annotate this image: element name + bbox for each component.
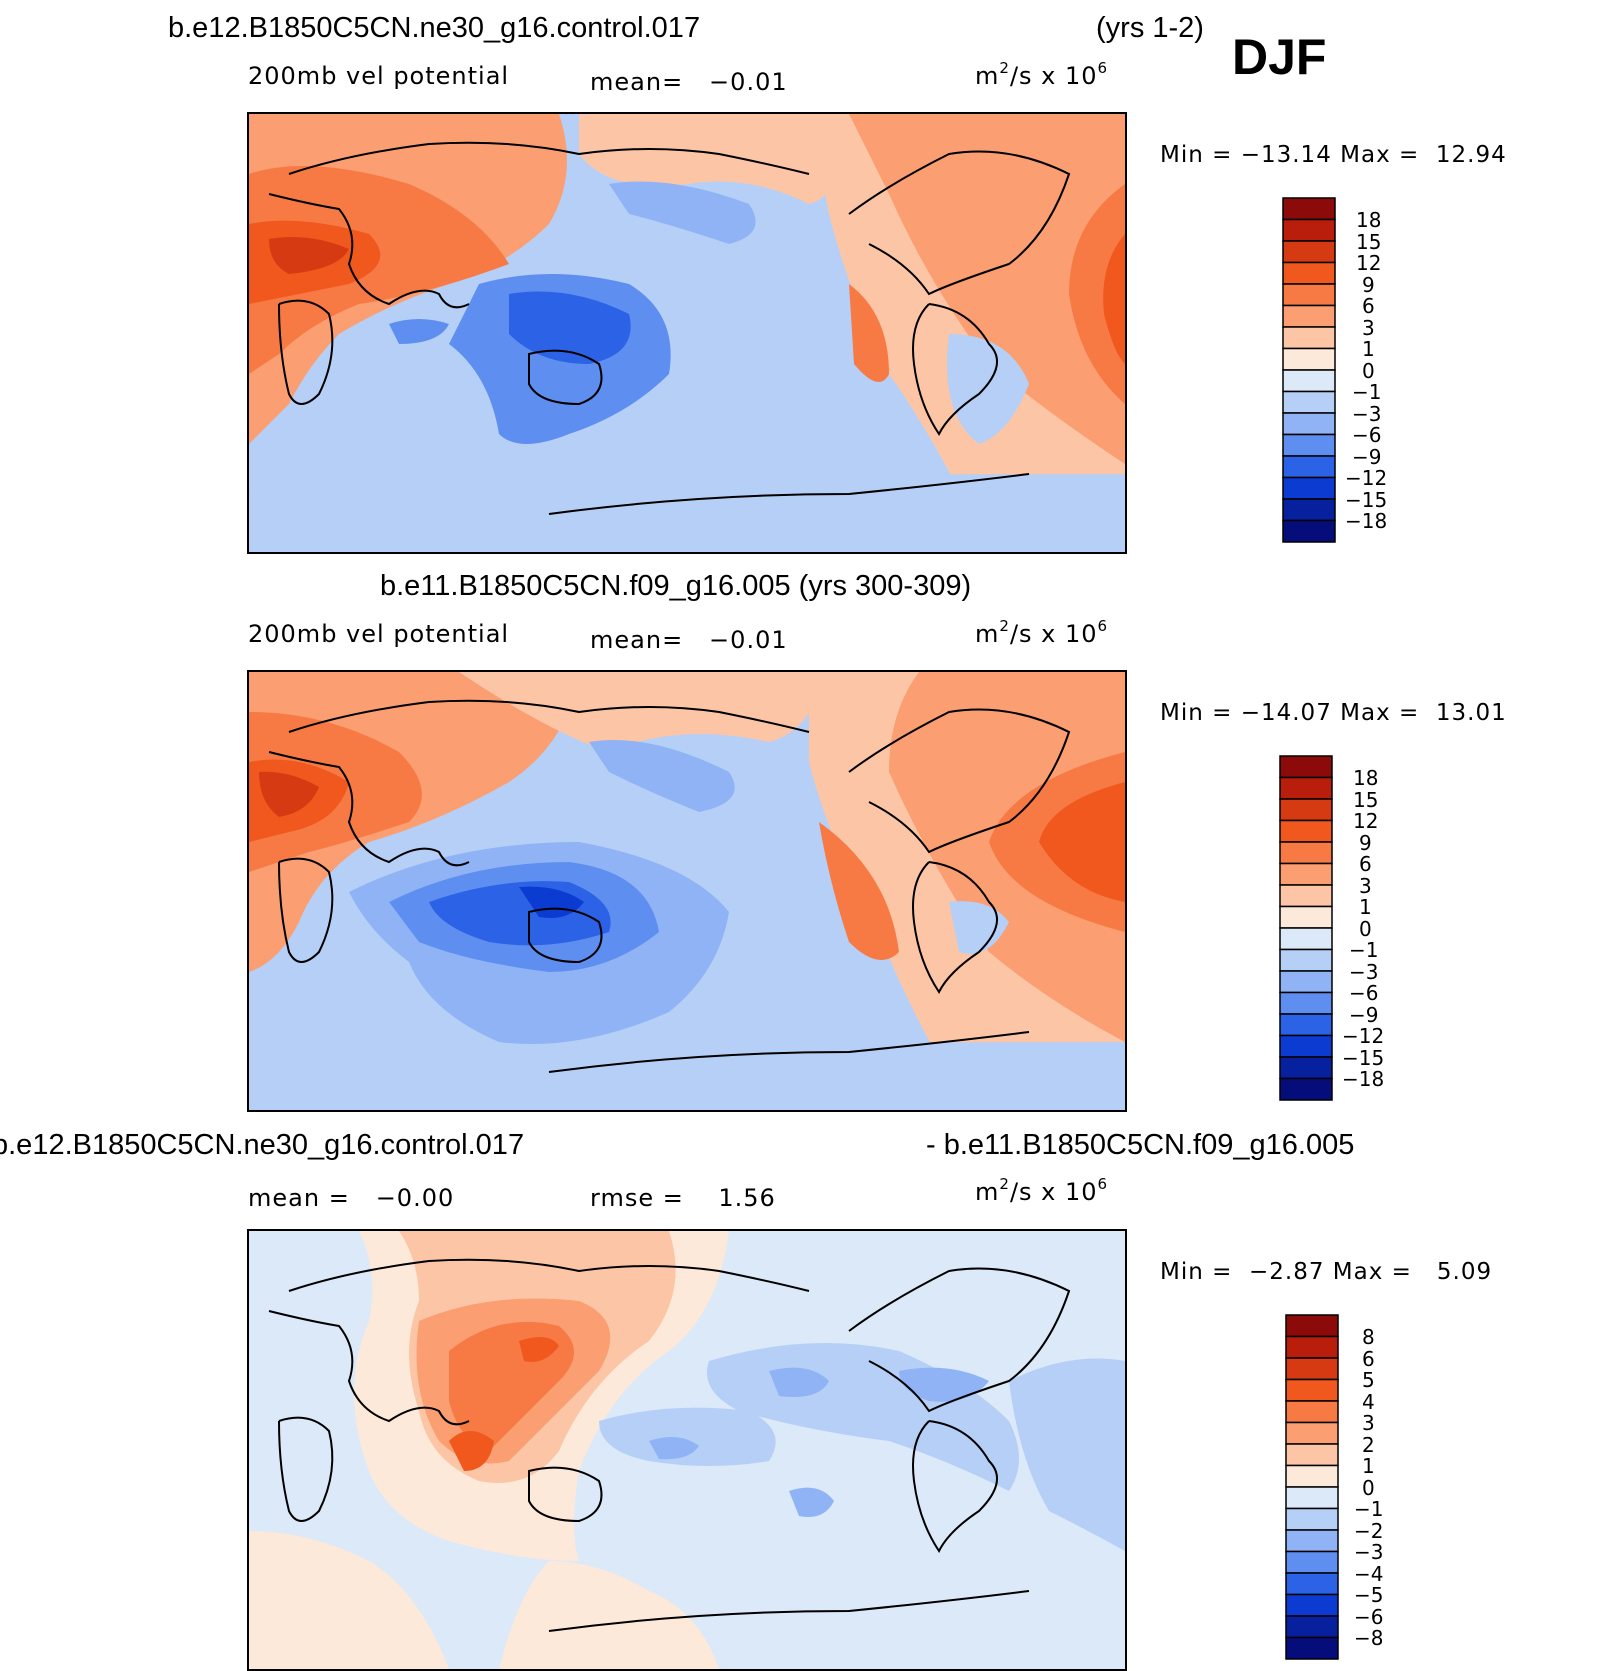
panel1-map [247,112,1127,554]
colorbar-tick-label: −9 [1349,1003,1379,1027]
colorbar-tick-label: −3 [1354,1540,1384,1564]
colorbar-tick-label: 2 [1362,1433,1375,1457]
colorbar-tick-label: −1 [1349,938,1379,962]
colorbar-tick-label: −15 [1342,1046,1385,1070]
colorbar-tick-label: −1 [1352,380,1382,404]
colorbar-tick-label: 1 [1362,337,1375,361]
panel1-colorbar [1282,197,1336,543]
panel3-title-right: - b.e11.B1850C5CN.f09_g16.005 [926,1129,1355,1161]
colorbar-tick-label: 18 [1356,208,1382,232]
colorbar-tick-label: 6 [1362,294,1375,318]
colorbar-tick-label: −4 [1354,1562,1384,1586]
panel1-title-right: (yrs 1-2) [1096,12,1204,44]
panel2-mean-label: mean= −0.01 [590,626,788,654]
colorbar-tick-label: −9 [1352,445,1382,469]
colorbar-tick-label: −2 [1354,1519,1384,1543]
colorbar-tick-label: 1 [1359,895,1372,919]
colorbar-tick-label: 3 [1362,316,1375,340]
panel1-mean-label: mean= −0.01 [590,68,788,96]
colorbar-tick-label: 6 [1359,852,1372,876]
colorbar-tick-label: −5 [1354,1583,1384,1607]
panel2-colorbar [1279,755,1333,1101]
colorbar-tick-label: −15 [1345,488,1388,512]
panel2-variable-label: 200mb vel potential [248,620,510,648]
colorbar-tick-label: −12 [1345,466,1388,490]
colorbar-tick-label: 9 [1359,831,1372,855]
panel1-title-left: b.e12.B1850C5CN.ne30_g16.control.017 [168,12,701,44]
panel2-title: b.e11.B1850C5CN.f09_g16.005 (yrs 300-309… [380,570,972,602]
colorbar-tick-label: 15 [1356,230,1382,254]
panel3-colorbar [1285,1314,1339,1660]
colorbar-tick-label: 8 [1362,1325,1375,1349]
colorbar-tick-label: 0 [1362,359,1375,383]
colorbar-tick-label: 18 [1353,766,1379,790]
panel1-units: m2/s x 106 [975,59,1109,90]
season-label: DJF [1232,29,1327,85]
panel3-rmse-label: rmse = 1.56 [590,1184,776,1212]
colorbar-tick-label: −1 [1354,1497,1384,1521]
panel1-variable-label: 200mb vel potential [248,62,510,90]
panel1-minmax: Min = −13.14 Max = 12.94 [1160,142,1507,168]
colorbar-tick-label: −6 [1352,423,1382,447]
colorbar-tick-label: −6 [1349,981,1379,1005]
panel3-mean-label: mean = −0.00 [248,1184,455,1212]
panel2-units: m2/s x 106 [975,617,1109,648]
colorbar-tick-label: 4 [1362,1390,1375,1414]
colorbar-tick-label: 15 [1353,788,1379,812]
colorbar-tick-label: −18 [1342,1067,1385,1091]
colorbar-tick-label: 1 [1362,1454,1375,1478]
colorbar-tick-label: 12 [1356,251,1382,275]
colorbar-tick-label: 3 [1362,1411,1375,1435]
colorbar-tick-label: −6 [1354,1605,1384,1629]
colorbar-tick-label: −3 [1349,960,1379,984]
colorbar-tick-label: 12 [1353,809,1379,833]
panel3-units: m2/s x 106 [975,1175,1109,1206]
colorbar-tick-label: 6 [1362,1347,1375,1371]
colorbar-tick-label: −8 [1354,1626,1384,1650]
colorbar-tick-label: −12 [1342,1024,1385,1048]
colorbar-tick-label: −3 [1352,402,1382,426]
panel3-title-left: b.e12.B1850C5CN.ne30_g16.control.017 [0,1129,525,1161]
colorbar-tick-label: 0 [1362,1476,1375,1500]
panel2-minmax: Min = −14.07 Max = 13.01 [1160,700,1507,726]
colorbar-tick-label: 9 [1362,273,1375,297]
colorbar-tick-label: 5 [1362,1368,1375,1392]
colorbar-tick-label: −18 [1345,509,1388,533]
panel3-map [247,1229,1127,1671]
panel3-minmax: Min = −2.87 Max = 5.09 [1160,1259,1493,1285]
panel2-map [247,670,1127,1112]
colorbar-tick-label: 0 [1359,917,1372,941]
colorbar-tick-label: 3 [1359,874,1372,898]
